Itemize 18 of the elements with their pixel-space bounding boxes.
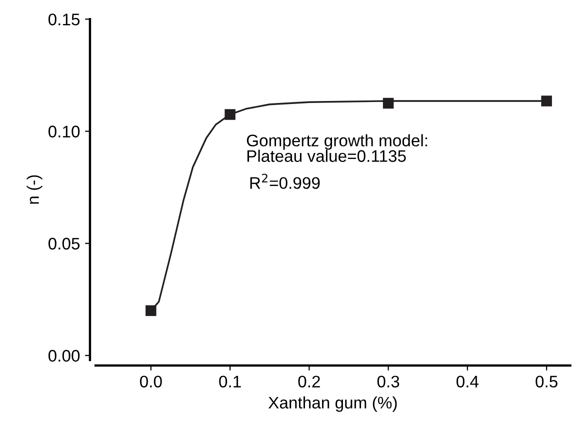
x-tick-label: 0.3 <box>377 376 400 388</box>
x-tick-label: 0.0 <box>140 376 162 388</box>
annotation: Gompertz growth model: Plateau value=0.1135 <box>246 134 428 162</box>
x-tick-label: 0.5 <box>536 376 558 388</box>
x-tick-label: 0.2 <box>298 376 320 388</box>
x-axis-title: Xanthan gum (%) <box>268 396 397 412</box>
x-tick-label: 0.1 <box>219 376 241 388</box>
point <box>224 109 236 120</box>
point <box>382 98 394 109</box>
y-tick-label: 0.05 <box>48 238 80 250</box>
annotation: R$^{2}$=0.999 <box>250 174 320 189</box>
y-tick-label: 0.15 <box>48 14 80 26</box>
point <box>146 305 156 316</box>
x-tick-label: 0.4 <box>456 376 479 388</box>
y-tick-label: 0.00 <box>48 350 80 362</box>
point <box>541 96 552 106</box>
y-tick-label: 0.10 <box>48 126 80 138</box>
y-axis-title: n (-) <box>26 175 42 204</box>
